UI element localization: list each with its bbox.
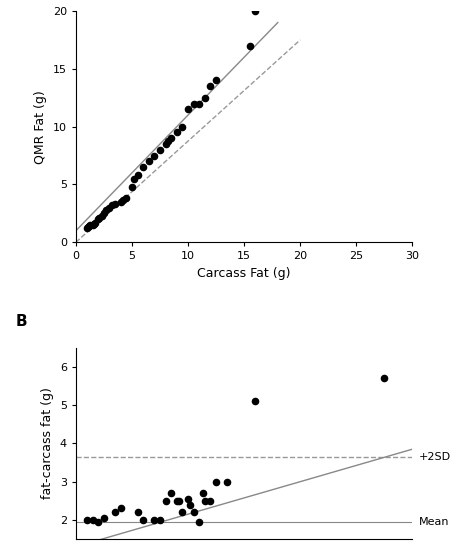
Point <box>164 136 172 145</box>
Point <box>89 515 97 524</box>
Point <box>156 515 164 524</box>
Point <box>100 209 108 218</box>
X-axis label: Carcass Fat (g): Carcass Fat (g) <box>197 267 291 280</box>
Point <box>223 477 231 486</box>
Point <box>175 497 183 505</box>
Point <box>117 504 125 513</box>
Point <box>195 518 203 526</box>
Point <box>98 211 105 220</box>
Point <box>156 145 164 154</box>
Point <box>190 99 197 108</box>
Point <box>139 515 147 524</box>
Point <box>151 151 158 160</box>
Point <box>128 183 136 191</box>
Point <box>134 171 141 180</box>
Point <box>117 197 125 206</box>
Point <box>85 222 93 230</box>
Text: A: A <box>15 0 27 2</box>
Point <box>106 203 113 212</box>
Point <box>100 514 108 522</box>
Point <box>184 105 192 114</box>
Point <box>167 134 175 142</box>
Point <box>381 374 388 383</box>
Point <box>162 497 169 505</box>
Text: +2SD: +2SD <box>419 452 451 462</box>
Point <box>179 508 186 516</box>
Point <box>151 515 158 524</box>
Point <box>167 489 175 498</box>
Point <box>162 140 169 148</box>
Point <box>186 500 194 509</box>
Point <box>134 508 141 516</box>
Point <box>145 157 153 166</box>
Point <box>212 76 220 85</box>
Point <box>91 218 99 227</box>
Point <box>190 508 197 516</box>
Point <box>84 223 92 232</box>
Point <box>173 128 181 137</box>
Point <box>111 508 119 516</box>
Point <box>108 201 116 210</box>
Point <box>90 219 98 228</box>
Point <box>184 494 192 503</box>
Point <box>130 174 138 183</box>
Point <box>207 497 214 505</box>
Point <box>173 497 181 505</box>
Point <box>89 221 97 229</box>
Point <box>212 477 220 486</box>
Text: Mean: Mean <box>419 517 450 527</box>
Point <box>195 99 203 108</box>
Point <box>139 163 147 172</box>
Point <box>102 206 110 214</box>
Point <box>87 221 94 229</box>
Point <box>83 224 91 233</box>
Point <box>122 194 130 203</box>
Point <box>94 518 102 526</box>
Point <box>94 215 102 224</box>
Text: B: B <box>15 314 27 329</box>
Point <box>201 94 209 102</box>
Point <box>252 397 259 406</box>
Point <box>201 497 209 505</box>
Point <box>119 195 127 204</box>
Point <box>179 122 186 131</box>
Point <box>199 489 206 498</box>
Point <box>246 41 254 50</box>
Point <box>207 82 214 91</box>
Y-axis label: QMR Fat (g): QMR Fat (g) <box>34 90 47 163</box>
Point <box>83 515 91 524</box>
Point <box>96 213 103 222</box>
Point <box>111 200 119 208</box>
Y-axis label: fat-carcass fat (g): fat-carcass fat (g) <box>41 388 54 499</box>
Point <box>252 7 259 15</box>
